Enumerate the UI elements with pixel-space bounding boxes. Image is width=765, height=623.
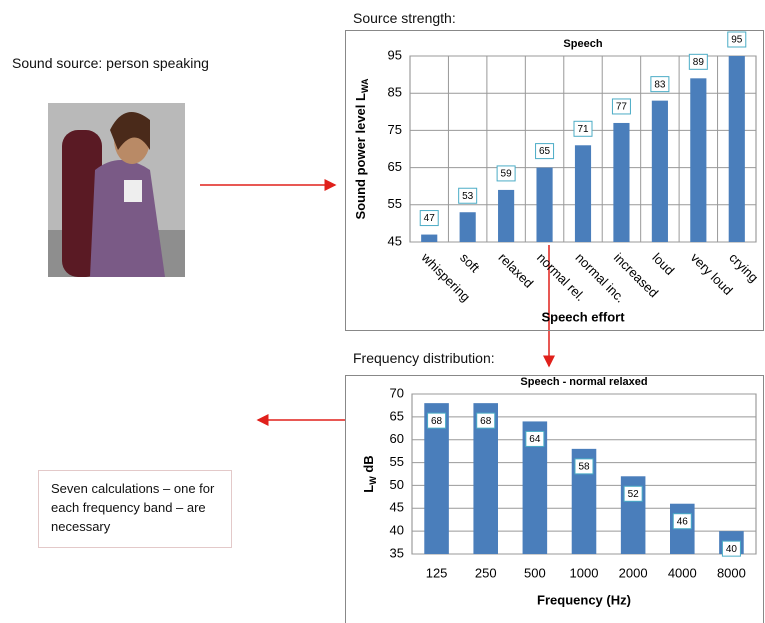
bar: [690, 78, 707, 242]
x-tick-label: soft: [457, 250, 483, 276]
y-tick-label: 75: [388, 122, 402, 137]
person-image: [48, 103, 185, 277]
y-tick-label: 40: [390, 523, 404, 538]
value-label-box: [427, 412, 447, 429]
bar: [728, 56, 745, 242]
x-tick-label: 2000: [619, 565, 648, 580]
value-label: 89: [693, 57, 705, 68]
y-tick-label: 50: [390, 477, 404, 492]
bar: [421, 234, 438, 242]
y-axis-label: LW dB: [361, 455, 378, 492]
value-label: 68: [431, 416, 443, 427]
value-label-box: [573, 120, 593, 137]
value-label: 58: [578, 461, 590, 472]
value-label: 68: [480, 416, 492, 427]
x-tick-label: 4000: [668, 565, 697, 580]
value-label-box: [688, 53, 708, 70]
value-label-box: [721, 540, 741, 557]
y-axis-label-after: dB: [361, 455, 376, 476]
x-tick-label: 125: [426, 565, 448, 580]
bar: [574, 145, 592, 242]
value-label: 52: [628, 489, 640, 500]
y-tick-label: 35: [390, 545, 404, 560]
note-box: Seven calculations – one for each freque…: [38, 470, 232, 548]
value-label: 40: [726, 544, 738, 555]
value-label-box: [727, 31, 747, 48]
bar: [651, 100, 668, 242]
x-tick-label: 1000: [570, 565, 599, 580]
y-tick-label: 55: [388, 196, 402, 211]
y-tick-label: 55: [390, 454, 404, 469]
y-tick-label: 70: [390, 385, 404, 400]
value-label: 53: [462, 191, 474, 202]
value-label-box: [623, 485, 643, 502]
y-axis-label-main: L: [361, 485, 376, 493]
y-tick-label: 85: [388, 85, 402, 100]
value-label-box: [496, 165, 516, 182]
x-axis-label: Frequency (Hz): [537, 592, 631, 607]
bar: [536, 167, 553, 242]
value-label: 47: [424, 213, 436, 224]
value-label-box: [611, 98, 631, 115]
value-label-box: [458, 187, 478, 204]
y-tick-label: 45: [388, 233, 402, 248]
value-label-box: [476, 412, 496, 429]
y-tick-label: 65: [388, 159, 402, 174]
x-tick-label: 250: [475, 565, 497, 580]
y-tick-label: 60: [390, 431, 404, 446]
chart-title: Speech: [563, 38, 602, 50]
value-label: 64: [529, 434, 541, 445]
value-label: 65: [539, 146, 551, 157]
frequency-label: Frequency distribution:: [353, 350, 495, 366]
value-label-box: [419, 210, 439, 227]
source-label: Sound source: person speaking: [12, 55, 209, 71]
x-tick-label: 500: [524, 565, 546, 580]
x-tick-label: relaxed: [496, 250, 537, 291]
y-tick-label: 65: [390, 408, 404, 423]
x-axis-label: Speech effort: [541, 309, 625, 324]
value-label: 71: [577, 124, 589, 135]
y-tick-label: 95: [388, 47, 402, 62]
y-axis-label-sub: WA: [360, 78, 370, 93]
value-label-box: [574, 458, 594, 475]
value-label: 77: [616, 102, 628, 113]
value-label: 95: [731, 35, 743, 46]
value-label-box: [672, 513, 692, 530]
chart-frame: [345, 375, 764, 623]
x-tick-label: crying: [726, 250, 761, 285]
chart-title: Speech - normal relaxed: [520, 376, 647, 388]
strength-label: Source strength:: [353, 10, 456, 26]
value-label: 83: [654, 79, 666, 90]
bar: [498, 189, 515, 242]
chart-frame: [345, 30, 764, 331]
y-axis-label-sub: W: [368, 476, 378, 485]
value-label-box: [535, 143, 555, 160]
value-label: 59: [501, 169, 513, 180]
x-tick-label: loud: [649, 250, 677, 278]
y-tick-label: 45: [390, 500, 404, 515]
bar: [613, 122, 630, 242]
value-label-box: [650, 76, 670, 93]
bar: [459, 212, 476, 242]
value-label: 46: [677, 516, 689, 527]
y-axis-label: Sound power level LWA: [353, 78, 370, 219]
value-label-box: [525, 430, 545, 447]
x-tick-label: 8000: [717, 565, 746, 580]
y-axis-label-main: Sound power level L: [353, 93, 368, 219]
